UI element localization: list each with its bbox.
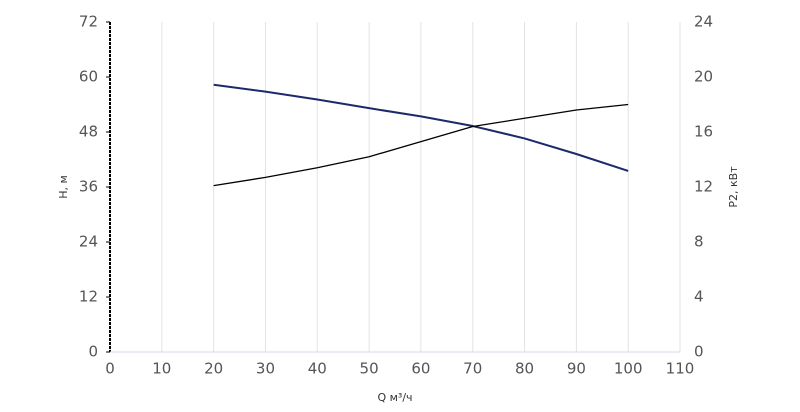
y2-tick-label: 24 bbox=[694, 13, 713, 31]
x-tick-label: 110 bbox=[666, 360, 695, 378]
series-line bbox=[213, 103, 629, 187]
x-tick-label: 10 bbox=[152, 360, 171, 378]
x-tick-label: 70 bbox=[463, 360, 482, 378]
y-tick-label: 72 bbox=[79, 13, 98, 31]
y2-tick-label: 16 bbox=[694, 123, 713, 141]
y2-tick-label: 12 bbox=[694, 178, 713, 196]
y2-tick-label: 4 bbox=[694, 288, 704, 306]
x-tick-label: 50 bbox=[360, 360, 379, 378]
x-tick-label: 30 bbox=[256, 360, 275, 378]
y-tick-label: 60 bbox=[79, 68, 98, 86]
y2-tick-label: 8 bbox=[694, 233, 704, 251]
x-axis-title: Q м³/ч bbox=[377, 391, 412, 404]
x-tick-label: 0 bbox=[105, 360, 115, 378]
x-tick-label: 20 bbox=[204, 360, 223, 378]
x-tick-label: 80 bbox=[515, 360, 534, 378]
y-tick-label: 0 bbox=[88, 343, 98, 361]
series-line bbox=[213, 83, 629, 172]
y-tick-label: 24 bbox=[79, 233, 98, 251]
y-tick-label: 12 bbox=[79, 288, 98, 306]
y-tick-label: 36 bbox=[79, 178, 98, 196]
y-tick-label: 48 bbox=[79, 123, 98, 141]
x-tick-label: 90 bbox=[567, 360, 586, 378]
x-tick-label: 40 bbox=[308, 360, 327, 378]
x-tick-label: 100 bbox=[614, 360, 643, 378]
x-tick-label: 60 bbox=[411, 360, 430, 378]
y2-axis-title: P2, кВт bbox=[727, 166, 740, 208]
y2-tick-label: 0 bbox=[694, 343, 704, 361]
y-axis-title: H, м bbox=[57, 175, 70, 199]
y2-tick-label: 20 bbox=[694, 68, 713, 86]
